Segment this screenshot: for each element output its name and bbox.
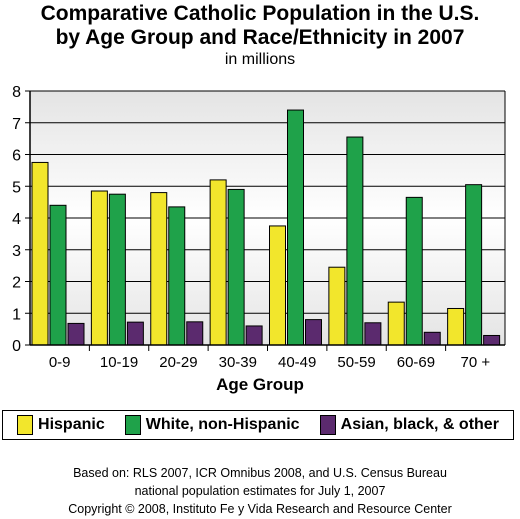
bar-hispanic	[209, 179, 227, 346]
bar-hispanic	[269, 225, 286, 346]
bar-white-non-hispanic	[465, 184, 483, 346]
bar-hispanic	[31, 161, 49, 346]
legend-item-hispanic: Hispanic	[17, 415, 105, 435]
legend-label: White, non-Hispanic	[145, 416, 300, 433]
legend-label: Hispanic	[38, 416, 105, 433]
bar-hispanic	[90, 190, 108, 346]
x-tick-label: 40-49	[278, 354, 316, 371]
y-tick-label: 1	[12, 306, 21, 323]
x-tick-label: 50-59	[337, 354, 375, 371]
legend-label: Asian, black, & other	[340, 416, 499, 433]
bar-hispanic	[447, 307, 465, 346]
bar-white-non-hispanic	[49, 204, 67, 346]
chart-subtitle: in millions	[224, 51, 296, 68]
bar-white-non-hispanic	[227, 188, 245, 346]
legend-swatch	[124, 415, 141, 435]
legend-item-white: White, non-Hispanic	[124, 415, 300, 435]
bar-hispanic	[387, 301, 405, 346]
bar-white-non-hispanic	[346, 136, 364, 346]
x-tick-label: 70 +	[461, 354, 491, 371]
bar-asian-black-other	[186, 321, 204, 346]
y-tick-label: 5	[12, 179, 21, 196]
chart-title: Comparative Catholic Population in the U…	[40, 2, 480, 25]
y-tick-label: 0	[12, 338, 21, 355]
bar-white-non-hispanic	[108, 193, 126, 346]
y-tick-label: 4	[12, 211, 21, 228]
legend-swatch	[319, 415, 336, 435]
x-tick-label: 60-69	[397, 354, 435, 371]
bar-hispanic	[150, 192, 168, 346]
x-tick-label: 20-29	[159, 354, 197, 371]
bar-asian-black-other	[483, 334, 501, 346]
bar-white-non-hispanic	[168, 206, 186, 346]
x-tick-label: 30-39	[219, 354, 257, 371]
y-tick-label: 3	[12, 243, 21, 260]
bar-asian-black-other	[305, 319, 322, 346]
bar-chart: 0 1 2 3 4 5 6 7 8 0-9 10-19 20-29 30-39 40-49 50-59 60-…	[12, 84, 506, 371]
copyright-note: Copyright © 2008, Instituto Fe y Vida Re…	[68, 502, 452, 516]
y-tick-label: 8	[12, 84, 21, 101]
legend-item-other: Asian, black, & other	[319, 415, 499, 435]
bar-asian-black-other	[364, 322, 382, 346]
y-tick-label: 2	[12, 275, 21, 292]
legend-swatch	[17, 415, 34, 435]
x-tick-label: 10-19	[100, 354, 138, 371]
source-note-line2: national population estimates for July 1…	[134, 484, 386, 498]
bar-white-non-hispanic	[405, 196, 423, 346]
bar-asian-black-other	[423, 331, 441, 346]
x-axis-label: Age Group	[216, 375, 304, 394]
legend: Hispanic White, non-Hispanic Asian, blac…	[2, 410, 514, 440]
bar-white-non-hispanic	[287, 109, 304, 346]
source-note: Based on: RLS 2007, ICR Omnibus 2008, an…	[73, 466, 447, 480]
y-tick-label: 6	[12, 148, 21, 165]
bar-asian-black-other	[67, 322, 85, 346]
chart-title-line2: by Age Group and Race/Ethnicity in 2007	[55, 26, 465, 49]
bar-asian-black-other	[126, 321, 144, 346]
bar-asian-black-other	[245, 325, 263, 346]
bar-hispanic	[328, 266, 346, 346]
x-tick-label: 0-9	[49, 354, 71, 371]
y-tick-label: 7	[12, 116, 21, 133]
